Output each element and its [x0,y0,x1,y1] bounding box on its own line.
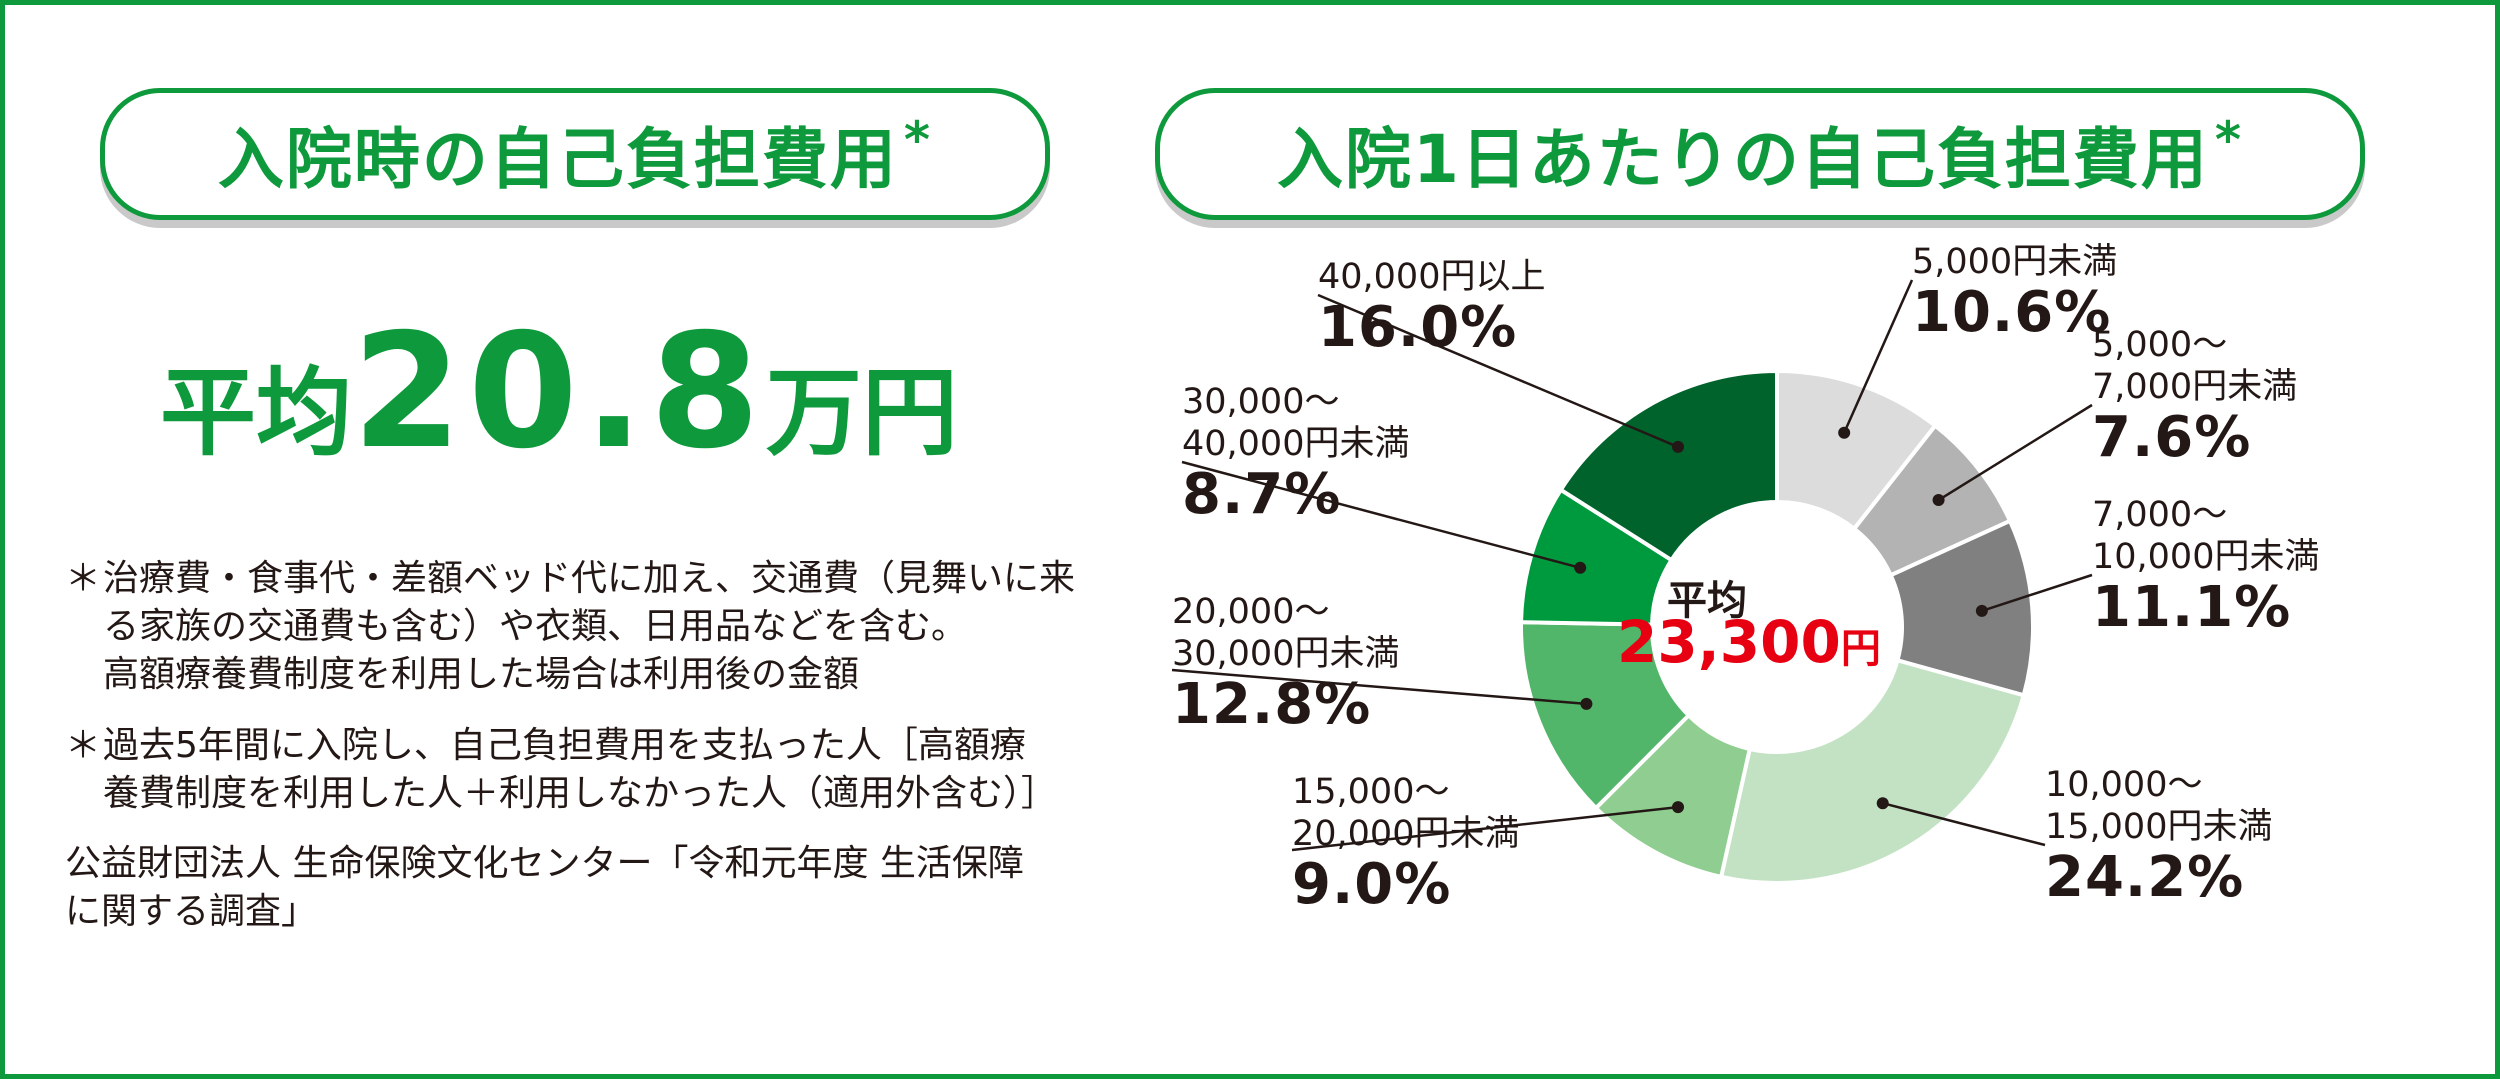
average-label: 平均 [160,357,352,469]
slice-percent-label: 24.2% [2045,845,2245,910]
slice-category-label: 20,000円未満 [1292,814,1520,854]
leader-dot [1838,426,1851,439]
source-note: 公益財団法人 生命保険文化センター「令和元年度 生活保障 に関する調査」 [65,840,1024,936]
donut-slice [1519,620,1692,811]
leader-dot [1580,697,1593,710]
slice-percent-label: 8.7% [1182,462,1342,527]
slice-percent-label: 11.1% [2092,575,2292,640]
donut-slice [1718,657,2027,885]
slice-category-label: 40,000円未満 [1182,424,1410,464]
slice-category-label: 30,000～ [1182,382,1340,422]
slice-percent-label: 10.6% [1912,280,2112,345]
leader-line [1317,293,1679,449]
leader-dot [1671,801,1684,814]
leader-line [1882,802,2046,847]
slice-label: 10,000～ 15,000円未満 24.2% [2045,764,2272,908]
slice-category-label: 5,000円未満 [1912,242,2118,282]
leader-line [1181,460,1581,570]
footnote-line: る家族の交通費も含む）や衣類、日用品などを含む。 [103,606,968,647]
slice-label: 5,000円未満 10.6% [1912,241,2117,343]
slice-category-label: 7,000～ [2092,495,2228,535]
footnote-line: 養費制度を利用した人＋利用しなかった人（適用外含む）］ [103,773,1058,814]
slice-percent-label: 12.8% [1172,672,1372,737]
slice-label: 5,000～ 7,000円未満 7.6% [2092,324,2297,468]
average-unit: 万円 [765,357,958,469]
slice-percent-label: 16.0% [1318,295,1518,360]
leader-line [1291,805,1679,852]
slice-label: 15,000～ 20,000円未満 9.0% [1292,771,1519,915]
slice-label: 30,000～ 40,000円未満 8.7% [1182,381,1409,525]
chart-center-label: 平均 [1667,578,1747,624]
footnote-mark: ＊ [65,558,102,599]
right-title-pill: 入院1日あたりの自己負担費用 * [1155,88,2365,220]
right-title: 入院1日あたりの自己負担費用 [1276,121,2209,198]
chart-center-value: 23,300円 [1617,608,1917,676]
slice-category-label: 7,000円未満 [2092,367,2298,407]
footnote-line: 治療費・食事代・差額ベッド代に加え、交通費（見舞いに来 [103,558,1076,599]
left-title-mark: * [903,111,933,169]
leader-dot [1574,561,1587,574]
left-title: 入院時の自己負担費用 [217,121,898,198]
footnote-2: ＊過去5年間に入院し、自己負担費用を支払った人［高額療 養費制度を利用した人＋利… [65,722,1057,818]
leader-dot [1671,440,1684,453]
footnote-mark: ＊ [65,725,102,766]
leader-line [1981,573,2093,613]
hospitalization-average: 平均20.8万円 [160,300,958,484]
slice-category-label: 40,000円以上 [1318,257,1546,297]
slice-category-label: 20,000～ [1172,592,1330,632]
slice-category-label: 10,000円未満 [2092,537,2320,577]
leader-line [1171,668,1587,706]
slice-label: 20,000～ 30,000円未満 12.8% [1172,591,1399,735]
source-line: 公益財団法人 生命保険文化センター「令和元年度 生活保障 [65,843,1024,884]
center-value-unit: 円 [1840,626,1881,672]
slice-percent-label: 7.6% [2092,405,2252,470]
leader-dot [1932,494,1945,507]
footnote-line: 高額療養費制度を利用した場合は利用後の金額 [103,654,860,695]
leader-dot [1975,604,1988,617]
footnote-1: ＊治療費・食事代・差額ベッド代に加え、交通費（見舞いに来 る家族の交通費も含む）… [65,555,1075,699]
slice-label: 40,000円以上 16.0% [1318,256,1545,358]
slice-category-label: 10,000～ [2045,765,2203,805]
slice-percent-label: 9.0% [1292,852,1452,917]
donut-slice [1558,368,1779,563]
leader-dot [1876,797,1889,810]
slice-category-label: 15,000円未満 [2045,807,2273,847]
slice-label: 7,000～ 10,000円未満 11.1% [2092,494,2319,638]
donut-hole [1654,504,1900,750]
footnote-line: 過去5年間に入院し、自己負担費用を支払った人［高額療 [103,725,1026,766]
right-title-mark: * [2214,111,2244,169]
leader-line [1843,279,1914,434]
average-value: 20.8 [352,300,766,484]
slice-category-label: 30,000円未満 [1172,634,1400,674]
leader-line [1937,403,2093,502]
source-line: に関する調査」 [65,891,318,932]
left-title-pill: 入院時の自己負担費用 * [100,88,1050,220]
slice-category-label: 5,000～ [2092,325,2228,365]
center-value-number: 23,300 [1617,608,1841,676]
slice-category-label: 15,000～ [1292,772,1450,812]
